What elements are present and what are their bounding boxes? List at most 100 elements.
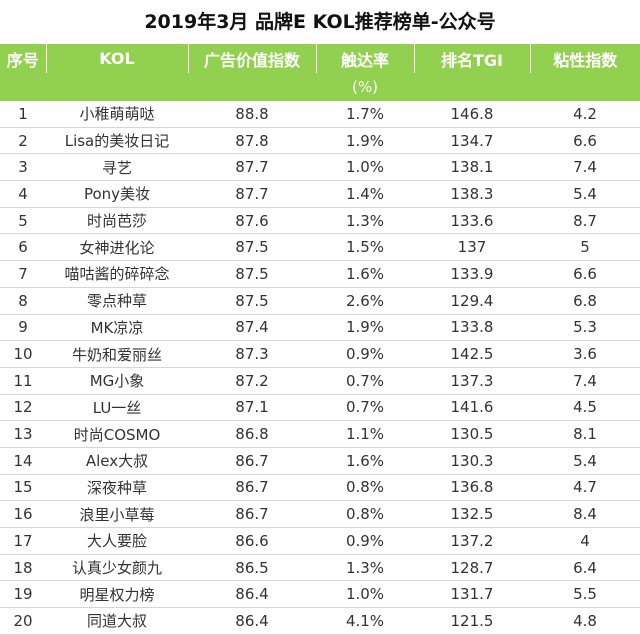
rank-cell: 1 bbox=[0, 101, 46, 128]
table-row: 14 Alex大叔 86.7 1.6% 130.3 5.4 bbox=[0, 447, 640, 475]
ranking-tgi-cell: 134.7 bbox=[414, 127, 530, 155]
ad-value-index-cell: 86.5 bbox=[188, 554, 316, 582]
table-row: 3 寻艺 87.7 1.0% 138.1 7.4 bbox=[0, 153, 640, 182]
ad-value-index-cell: 87.3 bbox=[188, 340, 316, 368]
rank-cell: 11 bbox=[0, 367, 46, 395]
table-row: 1 小稚萌萌哒 88.8 1.7% 146.8 4.2 bbox=[0, 101, 640, 128]
kol-name-cell: 寻艺 bbox=[46, 153, 188, 182]
ranking-tgi-cell: 137.3 bbox=[414, 367, 530, 395]
ranking-tgi-cell: 131.7 bbox=[414, 580, 530, 609]
stickiness-index-cell: 4.7 bbox=[530, 474, 640, 502]
ad-value-index-cell: 87.4 bbox=[188, 314, 316, 342]
rank-cell: 13 bbox=[0, 420, 46, 448]
unit-cell bbox=[530, 73, 640, 101]
stickiness-index-cell: 4.2 bbox=[530, 101, 640, 128]
ad-value-index-cell: 86.7 bbox=[188, 500, 316, 528]
reach-rate-cell: 0.8% bbox=[316, 500, 414, 528]
stickiness-index-cell: 4.8 bbox=[530, 607, 640, 635]
reach-rate-cell: 1.9% bbox=[316, 314, 414, 342]
stickiness-index-cell: 5.4 bbox=[530, 447, 640, 475]
kol-name-cell: 小稚萌萌哒 bbox=[46, 101, 188, 128]
stickiness-index-cell: 7.4 bbox=[530, 367, 640, 395]
rank-cell: 3 bbox=[0, 153, 46, 182]
reach-rate-cell: 2.6% bbox=[316, 287, 414, 315]
ranking-tgi-cell: 146.8 bbox=[414, 101, 530, 128]
kol-name-cell: 零点种草 bbox=[46, 287, 188, 315]
rank-cell: 2 bbox=[0, 127, 46, 155]
rank-cell: 6 bbox=[0, 233, 46, 262]
unit-cell-reach-percent: (%) bbox=[316, 73, 414, 101]
reach-rate-cell: 0.9% bbox=[316, 527, 414, 555]
stickiness-index-cell: 6.8 bbox=[530, 287, 640, 315]
ranking-tgi-cell: 137.2 bbox=[414, 527, 530, 555]
stickiness-index-cell: 3.6 bbox=[530, 340, 640, 368]
stickiness-index-cell: 7.4 bbox=[530, 153, 640, 182]
reach-rate-cell: 1.9% bbox=[316, 127, 414, 155]
table-row: 4 Pony美妆 87.7 1.4% 138.3 5.4 bbox=[0, 180, 640, 208]
stickiness-index-cell: 5 bbox=[530, 233, 640, 262]
kol-name-cell: 喵咕酱的碎碎念 bbox=[46, 260, 188, 288]
ranking-tgi-cell: 121.5 bbox=[414, 607, 530, 635]
stickiness-index-cell: 6.4 bbox=[530, 554, 640, 582]
unit-cell bbox=[188, 73, 316, 101]
page-title: 2019年3月 品牌E KOL推荐榜单-公众号 bbox=[144, 11, 496, 33]
stickiness-index-cell: 6.6 bbox=[530, 127, 640, 155]
ranking-tgi-cell: 128.7 bbox=[414, 554, 530, 582]
kol-name-cell: 牛奶和爱丽丝 bbox=[46, 340, 188, 368]
ad-value-index-cell: 86.7 bbox=[188, 447, 316, 475]
table-row: 15 深夜种草 86.7 0.8% 136.8 4.7 bbox=[0, 474, 640, 502]
ad-value-index-cell: 86.7 bbox=[188, 474, 316, 502]
rank-cell: 8 bbox=[0, 287, 46, 315]
ad-value-index-cell: 86.4 bbox=[188, 607, 316, 635]
ranking-tgi-cell: 142.5 bbox=[414, 340, 530, 368]
ad-value-index-cell: 87.2 bbox=[188, 367, 316, 395]
unit-cell bbox=[414, 73, 530, 101]
ad-value-index-cell: 86.4 bbox=[188, 580, 316, 609]
unit-row: (%) bbox=[0, 73, 640, 101]
table-row: 13 时尚COSMO 86.8 1.1% 130.5 8.1 bbox=[0, 420, 640, 448]
ranking-tgi-cell: 138.3 bbox=[414, 180, 530, 208]
ranking-tgi-cell: 138.1 bbox=[414, 153, 530, 182]
rank-cell: 15 bbox=[0, 474, 46, 502]
reach-rate-cell: 1.1% bbox=[316, 420, 414, 448]
table-row: 5 时尚芭莎 87.6 1.3% 133.6 8.7 bbox=[0, 207, 640, 235]
table-row: 10 牛奶和爱丽丝 87.3 0.9% 142.5 3.6 bbox=[0, 340, 640, 368]
table-row: 17 大人要脸 86.6 0.9% 137.2 4 bbox=[0, 527, 640, 555]
stickiness-index-cell: 5.3 bbox=[530, 314, 640, 342]
reach-rate-cell: 0.7% bbox=[316, 367, 414, 395]
rank-cell: 18 bbox=[0, 554, 46, 582]
ad-value-index-cell: 88.8 bbox=[188, 101, 316, 128]
rank-cell: 12 bbox=[0, 394, 46, 422]
stickiness-index-cell: 5.5 bbox=[530, 580, 640, 609]
reach-rate-cell: 1.0% bbox=[316, 580, 414, 609]
rank-cell: 5 bbox=[0, 207, 46, 235]
ranking-tgi-cell: 137 bbox=[414, 233, 530, 262]
rank-cell: 16 bbox=[0, 500, 46, 528]
ad-value-index-cell: 87.7 bbox=[188, 180, 316, 208]
ranking-tgi-cell: 133.9 bbox=[414, 260, 530, 288]
rank-cell: 20 bbox=[0, 607, 46, 635]
kol-name-cell: Pony美妆 bbox=[46, 180, 188, 208]
reach-rate-cell: 1.6% bbox=[316, 260, 414, 288]
reach-rate-cell: 1.5% bbox=[316, 233, 414, 262]
reach-rate-cell: 1.7% bbox=[316, 101, 414, 128]
kol-ranking-table: 序号 KOL 广告价值指数 触达率 排名TGI 粘性指数 (%) 1 小稚萌萌哒 8… bbox=[0, 44, 640, 635]
kol-name-cell: Lisa的美妆日记 bbox=[46, 127, 188, 155]
stickiness-index-cell: 6.6 bbox=[530, 260, 640, 288]
table-body: 1 小稚萌萌哒 88.8 1.7% 146.8 4.2 2 Lisa的美妆日记 87.8 1.9%… bbox=[0, 101, 640, 635]
kol-name-cell: 大人要脸 bbox=[46, 527, 188, 555]
rank-cell: 7 bbox=[0, 260, 46, 288]
reach-rate-cell: 1.6% bbox=[316, 447, 414, 475]
ranking-tgi-cell: 141.6 bbox=[414, 394, 530, 422]
kol-name-cell: MK凉凉 bbox=[46, 314, 188, 342]
kol-name-cell: 时尚COSMO bbox=[46, 420, 188, 448]
ad-value-index-cell: 86.8 bbox=[188, 420, 316, 448]
reach-rate-cell: 0.7% bbox=[316, 394, 414, 422]
ad-value-index-cell: 87.5 bbox=[188, 260, 316, 288]
rank-cell: 4 bbox=[0, 180, 46, 208]
kol-name-cell: 时尚芭莎 bbox=[46, 207, 188, 235]
unit-cell bbox=[46, 73, 188, 101]
reach-rate-cell: 1.3% bbox=[316, 207, 414, 235]
ranking-tgi-cell: 129.4 bbox=[414, 287, 530, 315]
ad-value-index-cell: 87.8 bbox=[188, 127, 316, 155]
